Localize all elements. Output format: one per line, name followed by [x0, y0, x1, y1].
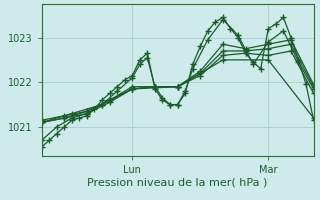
X-axis label: Pression niveau de la mer( hPa ): Pression niveau de la mer( hPa ) [87, 178, 268, 188]
